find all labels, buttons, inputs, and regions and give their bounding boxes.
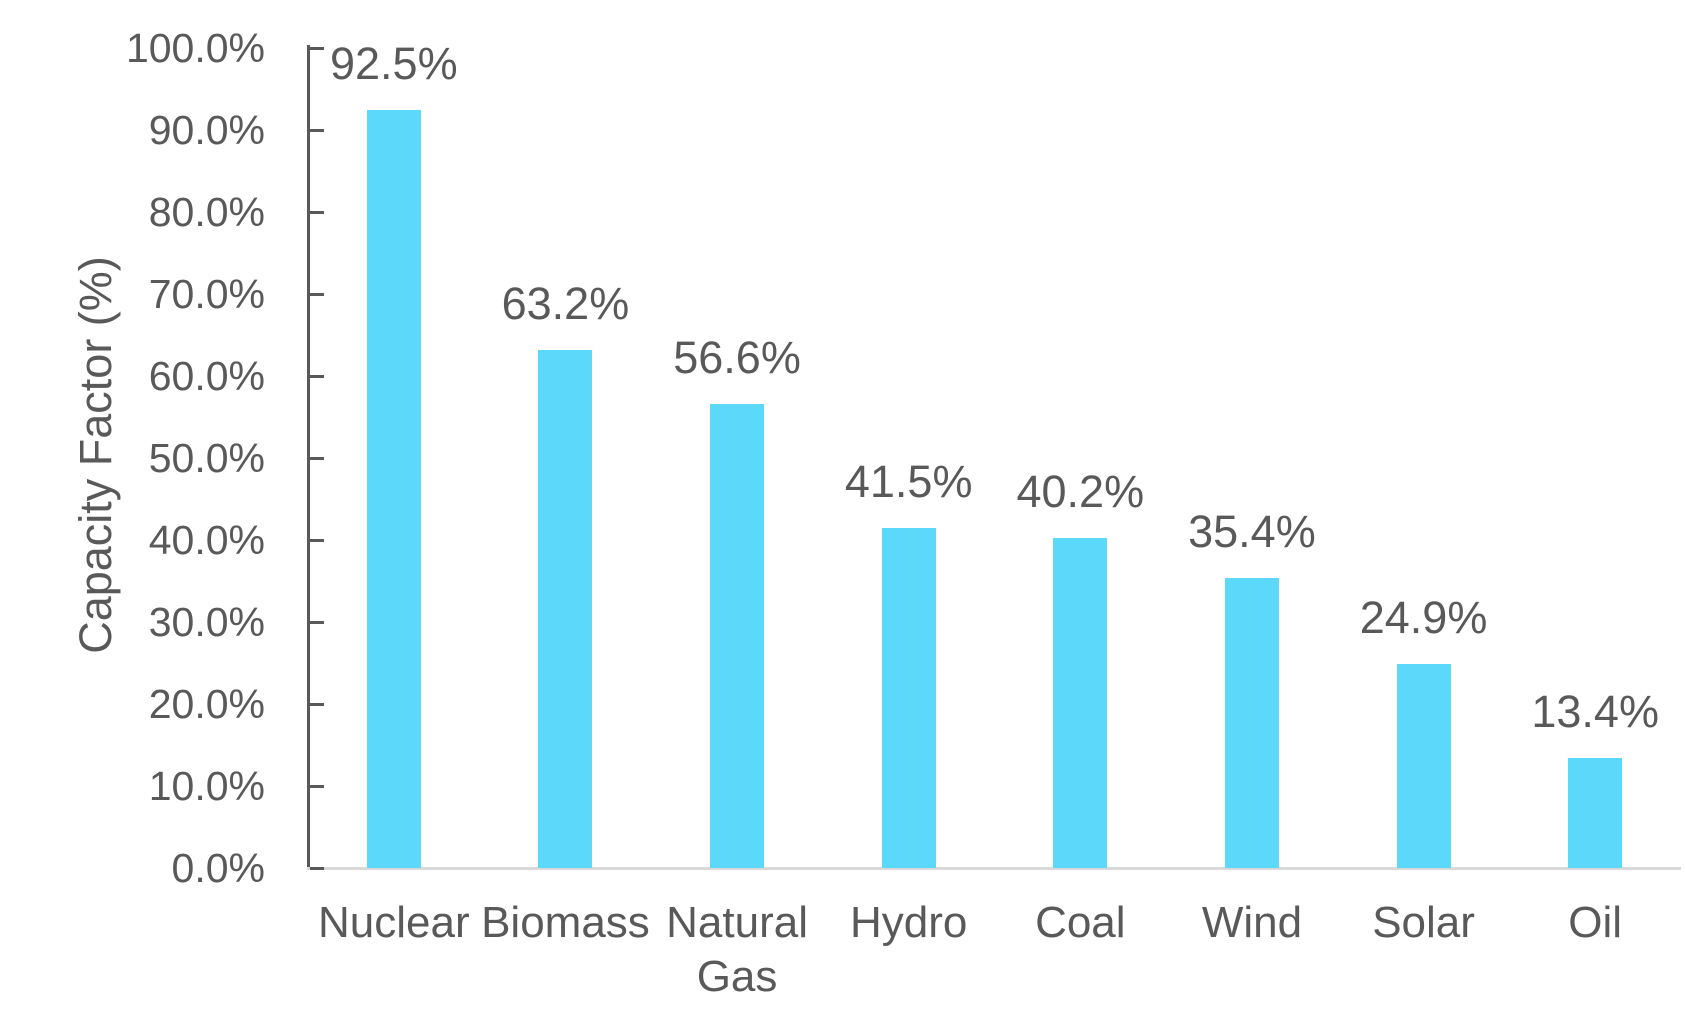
x-category-label: Nuclear	[318, 898, 470, 947]
y-axis-line	[307, 45, 310, 869]
y-tick-mark	[310, 47, 324, 50]
x-category-label: Hydro	[850, 898, 968, 947]
bar	[710, 403, 765, 868]
y-tick-mark	[310, 211, 324, 214]
y-tick-mark	[310, 375, 324, 378]
x-category-label: Oil	[1568, 898, 1623, 947]
bar	[366, 109, 421, 868]
x-category-label: Biomass	[481, 898, 650, 947]
y-tick-label: 70.0%	[148, 271, 265, 317]
bar-value-label: 24.9%	[1359, 591, 1488, 643]
x-category-label: Natural Gas	[666, 898, 808, 1001]
y-tick-mark	[310, 621, 324, 624]
bar	[538, 349, 593, 868]
y-tick-mark	[310, 129, 324, 132]
y-tick-label: 10.0%	[148, 763, 265, 809]
bar	[1568, 758, 1623, 868]
y-tick-mark	[310, 293, 324, 296]
y-tick-label: 50.0%	[148, 435, 265, 481]
bar-value-label: 35.4%	[1188, 505, 1316, 557]
y-tick-mark	[310, 703, 324, 706]
bar-value-label: 13.4%	[1531, 686, 1659, 738]
bar-value-label: 56.6%	[673, 331, 801, 383]
bar	[1053, 538, 1108, 868]
y-tick-label: 0.0%	[171, 845, 265, 891]
bar-value-label: 40.2%	[1016, 466, 1145, 518]
bar-value-label: 92.5%	[330, 37, 458, 89]
y-tick-label: 80.0%	[148, 189, 265, 235]
y-tick-mark	[310, 539, 324, 542]
y-tick-label: 20.0%	[148, 681, 265, 727]
bar-value-label: 63.2%	[501, 277, 630, 329]
x-category-label: Wind	[1201, 898, 1303, 947]
bar	[881, 527, 936, 868]
y-tick-label: 40.0%	[148, 517, 265, 563]
bar-value-label: 41.5%	[844, 455, 973, 507]
x-axis-line	[307, 867, 1681, 870]
y-tick-label: 60.0%	[148, 353, 265, 399]
x-category-label: Coal	[1035, 898, 1126, 947]
y-tick-mark	[310, 785, 324, 788]
y-tick-label: 90.0%	[148, 107, 265, 153]
bar	[1224, 577, 1279, 868]
y-tick-mark	[310, 457, 324, 460]
y-tick-label: 100.0%	[125, 25, 265, 71]
y-tick-mark	[310, 867, 324, 870]
y-tick-label: 30.0%	[148, 599, 265, 645]
bar	[1396, 663, 1451, 868]
x-category-label: Solar	[1372, 898, 1475, 947]
